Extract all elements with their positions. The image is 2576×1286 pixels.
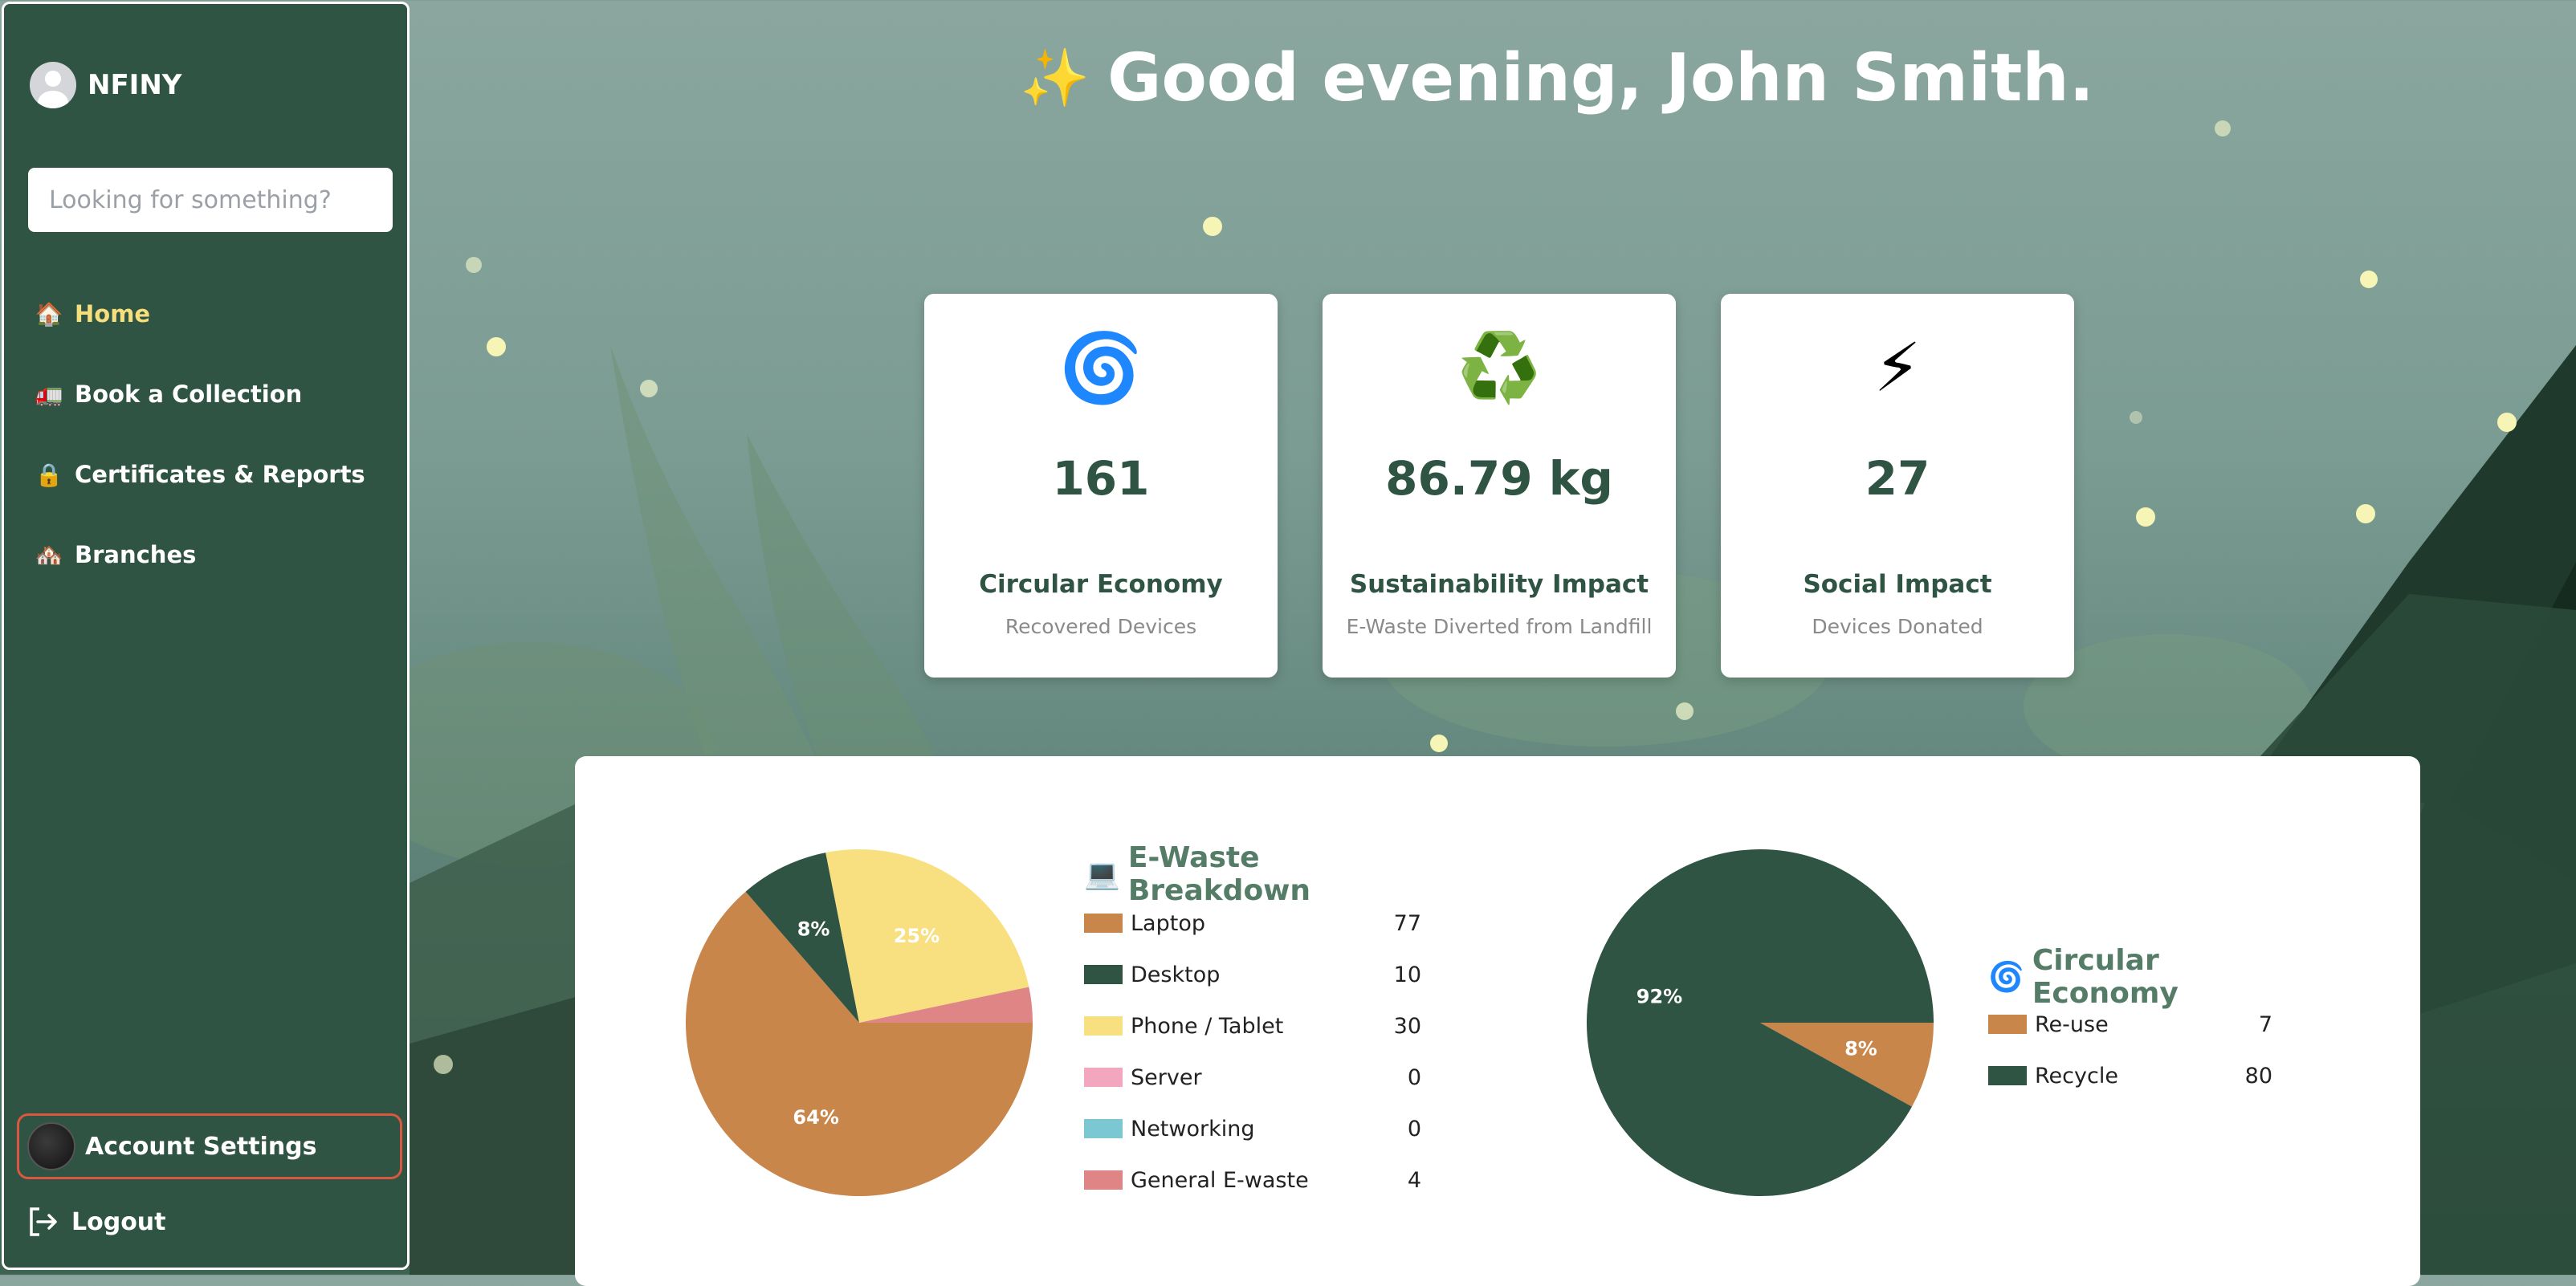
logout-label: Logout <box>71 1207 166 1236</box>
stat-card-social-impact: ⚡ 27 Social Impact Devices Donated <box>1721 294 2074 678</box>
stat-subtitle: E-Waste Diverted from Landfill <box>1346 615 1653 638</box>
stat-subtitle: Recovered Devices <box>1005 615 1197 638</box>
legend-value: 77 <box>1393 910 1421 936</box>
legend-label: Server <box>1131 1064 1202 1090</box>
pie-slice-label: 8% <box>797 918 830 941</box>
legend-item[interactable]: Server 0 <box>1084 1061 1421 1093</box>
legend-label: General E-waste <box>1131 1167 1309 1193</box>
sidebar-item-label: Branches <box>75 541 197 568</box>
legend-label: Phone / Tablet <box>1131 1013 1284 1039</box>
sidebar-item-certificates[interactable]: 🔒 Certificates & Reports <box>35 434 365 515</box>
stat-card-sustainability: ♻️ 86.79 kg Sustainability Impact E-Wast… <box>1323 294 1676 678</box>
circular-economy-pie-chart: 8% 92% <box>1585 848 1935 1201</box>
ewaste-legend: 💻 E-Waste Breakdown Laptop 77 Desktop 10 Pho… <box>1084 841 1421 1259</box>
lock-icon: 🔒 <box>35 461 63 488</box>
sidebar-item-branches[interactable]: 🏘️ Branches <box>35 515 365 595</box>
lightning-icon: ⚡ <box>1873 328 1922 407</box>
legend-item[interactable]: Re-use 7 <box>1988 1008 2272 1040</box>
pie-slice-general-e-waste[interactable] <box>859 987 1033 1023</box>
legend-label: Laptop <box>1131 910 1205 936</box>
sidebar-item-label: Home <box>75 300 151 328</box>
legend-label: Networking <box>1131 1116 1255 1142</box>
pie-slice-desktop[interactable] <box>745 853 859 1023</box>
pie-slice-label: 64% <box>793 1106 838 1129</box>
search-input[interactable] <box>28 168 393 232</box>
pie-slice-phone-tablet[interactable] <box>825 849 1029 1023</box>
sidebar-item-label: Certificates & Reports <box>75 461 365 488</box>
chart-title: Circular Economy <box>2032 944 2179 1010</box>
legend-item[interactable]: General E-waste 4 <box>1084 1164 1421 1196</box>
circular-economy-pie-svg: 8% 92% <box>1587 849 1934 1196</box>
sidebar-item-label: Book a Collection <box>75 381 303 408</box>
account-settings-button[interactable]: Account Settings <box>17 1113 402 1179</box>
legend-item[interactable]: Recycle 80 <box>1988 1060 2272 1092</box>
pie-slice-re-use[interactable] <box>1760 1023 1934 1107</box>
recycle-icon: ♻️ <box>1457 328 1542 407</box>
brand-name: NFINY <box>88 69 182 101</box>
truck-icon: 🚛 <box>35 381 63 408</box>
ewaste-pie-chart: 64% 8% 25% <box>684 848 1034 1201</box>
legend-swatch <box>1084 1068 1123 1087</box>
greeting-text: Good evening, John Smith. <box>1107 40 2094 116</box>
logout-button[interactable]: Logout <box>26 1205 166 1239</box>
sidebar-item-home[interactable]: 🏠 Home <box>35 274 365 354</box>
legend-item[interactable]: Desktop 10 <box>1084 958 1421 991</box>
legend-value: 80 <box>2244 1063 2272 1089</box>
circular-economy-title: 🌀 Circular Economy <box>1988 944 2293 1010</box>
stat-title: Sustainability Impact <box>1349 570 1649 599</box>
sidebar: NFINY 🏠 Home 🚛 Book a Collection 🔒 Certi… <box>2 2 410 1270</box>
pie-slice-label: 25% <box>894 925 940 947</box>
legend-item[interactable]: Laptop 77 <box>1084 907 1421 939</box>
houses-icon: 🏘️ <box>35 541 63 568</box>
legend-value: 30 <box>1393 1013 1421 1039</box>
sidebar-nav: 🏠 Home 🚛 Book a Collection 🔒 Certificate… <box>35 274 365 595</box>
legend-swatch <box>1084 1119 1123 1138</box>
legend-swatch <box>1084 914 1123 933</box>
legend-swatch <box>1084 1016 1123 1036</box>
circular-economy-legend: 🌀 Circular Economy Re-use 7 Recycle 80 <box>1988 944 2293 1153</box>
legend-swatch <box>1988 1015 2027 1034</box>
pie-slice-recycle[interactable] <box>1587 849 1934 1196</box>
stat-card-circular-economy: 🌀 161 Circular Economy Recovered Devices <box>924 294 1278 678</box>
chart-title: E-Waste Breakdown <box>1127 841 1311 907</box>
legend-label: Desktop <box>1131 962 1221 987</box>
legend-swatch <box>1988 1066 2027 1085</box>
stat-value: 86.79 kg <box>1385 451 1613 506</box>
brand[interactable]: NFINY <box>30 62 181 108</box>
pie-slice-label: 8% <box>1844 1037 1877 1060</box>
laptop-icon: 💻 <box>1084 858 1120 891</box>
legend-swatch <box>1084 965 1123 984</box>
ewaste-pie-svg: 64% 8% 25% <box>686 849 1033 1196</box>
pie-slice-label: 92% <box>1636 986 1682 1008</box>
stat-title: Circular Economy <box>979 570 1223 599</box>
legend-swatch <box>1084 1170 1123 1190</box>
sparkles-icon: ✨ <box>1020 45 1090 111</box>
logout-icon <box>30 1207 57 1236</box>
legend-value: 10 <box>1393 962 1421 987</box>
legend-item[interactable]: Networking 0 <box>1084 1113 1421 1145</box>
pie-slice-laptop[interactable] <box>686 891 1033 1196</box>
legend-value: 0 <box>1407 1116 1421 1142</box>
profile-avatar-icon <box>30 62 76 108</box>
cyclone-icon: 🌀 <box>1058 328 1143 407</box>
stat-subtitle: Devices Donated <box>1812 615 1983 638</box>
cyclone-icon: 🌀 <box>1988 961 2024 994</box>
stat-value: 161 <box>1052 451 1150 506</box>
legend-label: Re-use <box>2035 1011 2109 1037</box>
legend-label: Recycle <box>2035 1063 2118 1089</box>
stat-title: Social Impact <box>1803 570 1992 599</box>
legend-value: 0 <box>1407 1064 1421 1090</box>
sidebar-item-book-collection[interactable]: 🚛 Book a Collection <box>35 354 365 434</box>
legend-value: 7 <box>2258 1011 2272 1037</box>
breakdown-panel: 64% 8% 25% 💻 E-Waste Breakdown Laptop 77 Des… <box>575 756 2420 1286</box>
legend-item[interactable]: Phone / Tablet 30 <box>1084 1010 1421 1042</box>
legend-value: 4 <box>1407 1167 1421 1193</box>
stat-value: 27 <box>1865 451 1930 506</box>
account-avatar <box>27 1122 75 1170</box>
house-icon: 🏠 <box>35 300 63 328</box>
ewaste-breakdown-title: 💻 E-Waste Breakdown <box>1084 841 1421 907</box>
greeting: ✨ Good evening, John Smith. <box>1020 40 2094 116</box>
account-settings-label: Account Settings <box>85 1132 317 1161</box>
